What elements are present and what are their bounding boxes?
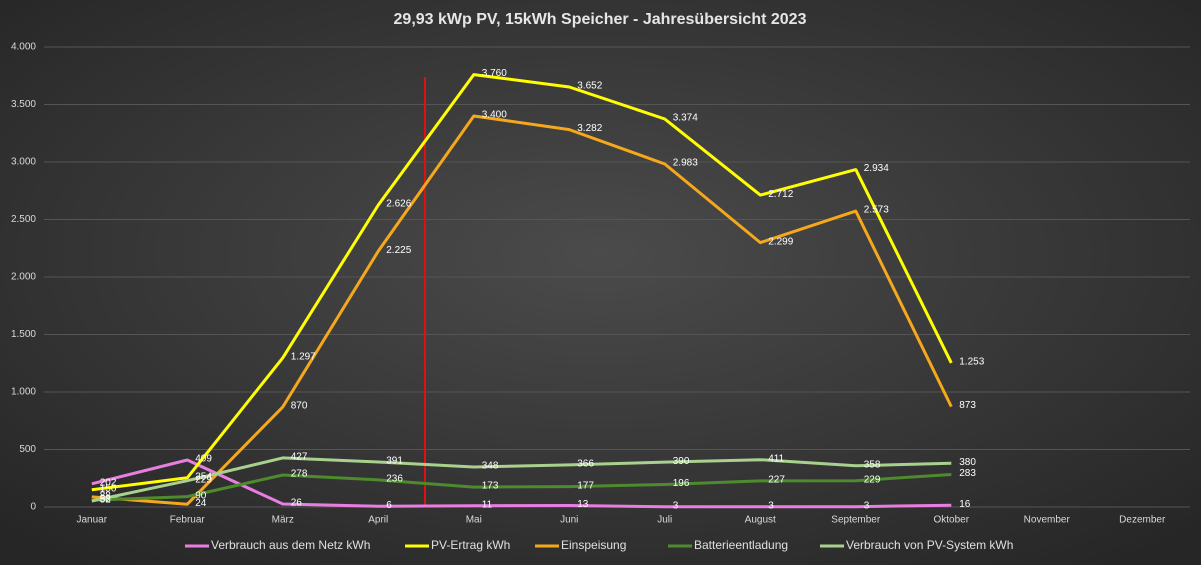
x-tick-label: November	[1024, 515, 1071, 526]
x-tick-label: Mai	[466, 515, 482, 526]
x-tick-label: April	[368, 515, 388, 526]
data-label: 380	[959, 457, 976, 468]
data-label: 24	[195, 498, 207, 509]
series-line	[91, 456, 952, 503]
x-tick-label: Februar	[170, 515, 206, 526]
data-label: 366	[577, 459, 594, 470]
data-label: 3	[673, 500, 679, 511]
data-label: 229	[864, 474, 881, 485]
data-label: 150	[100, 483, 117, 494]
chart-title: 29,93 kWp PV, 15kWh Speicher - Jahresübe…	[394, 11, 807, 28]
data-label: 2.225	[386, 245, 411, 256]
data-label: 3.374	[673, 113, 698, 124]
x-tick-label: September	[831, 515, 881, 526]
data-label: 229	[195, 474, 212, 485]
x-tick-label: Dezember	[1119, 515, 1166, 526]
y-tick-label: 0	[30, 502, 36, 513]
data-label: 16	[959, 499, 971, 510]
data-label: 3	[768, 500, 774, 511]
data-label: 358	[864, 459, 881, 470]
data-label: 13	[577, 499, 589, 510]
data-label: 411	[768, 453, 784, 464]
data-label: 173	[482, 481, 499, 492]
series-line	[91, 458, 952, 509]
data-label: 3	[864, 500, 870, 511]
y-tick-label: 1.000	[11, 387, 36, 398]
data-label: 2.626	[386, 199, 411, 210]
legend-label: Batterieentladung	[694, 538, 788, 552]
legend-label: Verbrauch aus dem Netz kWh	[211, 538, 370, 552]
data-label: 348	[482, 461, 499, 472]
legend-label: Einspeisung	[561, 538, 626, 552]
data-label: 11	[482, 499, 493, 510]
data-label: 2.299	[768, 236, 793, 247]
x-tick-label: Juli	[657, 515, 672, 526]
data-label: 3.760	[482, 68, 507, 79]
data-label: 2.983	[673, 158, 698, 169]
series-line	[91, 473, 952, 502]
y-tick-label: 1.500	[11, 329, 36, 340]
series-line	[91, 73, 953, 492]
data-label: 177	[577, 480, 594, 491]
legend-label: PV-Ertrag kWh	[431, 538, 510, 552]
data-label: 227	[768, 475, 785, 486]
data-label: 52	[100, 495, 112, 506]
series-line	[91, 114, 953, 506]
data-label: 1.253	[959, 357, 984, 368]
data-label: 196	[673, 478, 690, 489]
y-tick-label: 2.000	[11, 272, 36, 283]
data-label: 90	[195, 490, 207, 501]
y-tick-label: 2.500	[11, 214, 36, 225]
y-tick-label: 500	[19, 444, 36, 455]
data-label: 26	[291, 498, 303, 509]
data-label: 2.712	[768, 189, 793, 200]
x-tick-label: Juni	[560, 515, 578, 526]
data-label: 254	[195, 471, 212, 482]
data-label: 283	[959, 468, 976, 479]
data-label: 202	[100, 477, 117, 488]
x-tick-label: August	[745, 515, 776, 526]
data-label: 1.297	[291, 351, 316, 362]
data-label: 3.400	[482, 110, 507, 121]
data-label: 236	[386, 474, 403, 485]
data-label: 390	[673, 456, 690, 467]
data-label: 88	[100, 491, 112, 502]
data-label: 3.282	[577, 123, 602, 134]
data-label: 6	[386, 500, 392, 511]
data-label: 3.652	[577, 81, 602, 92]
data-label: 2.573	[864, 205, 889, 216]
y-tick-label: 3.500	[11, 99, 36, 110]
legend-label: Verbrauch von PV-System kWh	[846, 538, 1013, 552]
data-label: 278	[291, 469, 308, 480]
data-label: 409	[195, 454, 212, 465]
x-tick-label: März	[272, 515, 294, 526]
x-tick-label: Januar	[76, 515, 107, 526]
data-label: 427	[291, 452, 308, 463]
y-tick-label: 3.000	[11, 157, 36, 168]
data-label: 391	[386, 456, 403, 467]
data-label: 870	[291, 401, 308, 412]
y-tick-label: 4.000	[11, 42, 36, 53]
data-label: 873	[959, 400, 976, 411]
x-tick-label: Oktober	[933, 515, 969, 526]
data-label: 58	[100, 494, 112, 505]
data-label: 2.934	[864, 163, 889, 174]
